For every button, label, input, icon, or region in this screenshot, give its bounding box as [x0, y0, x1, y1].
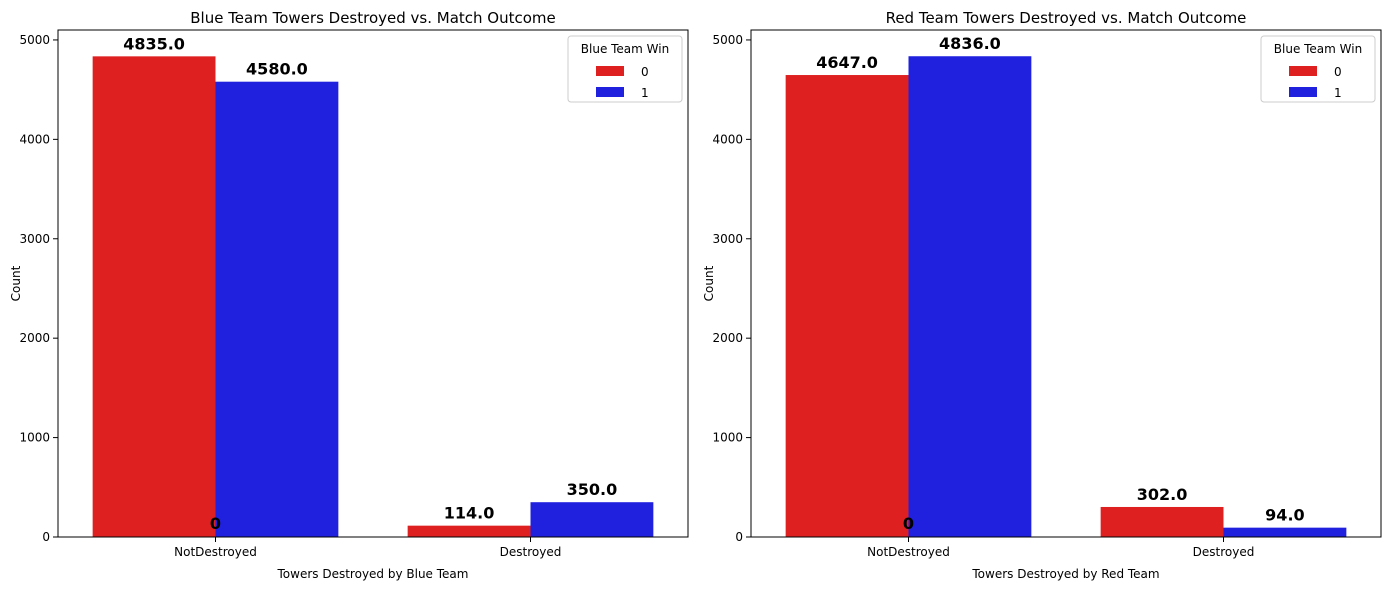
legend-swatch-1 — [596, 87, 624, 97]
data-label: 94.0 — [1265, 506, 1304, 525]
legend-swatch-0 — [1289, 66, 1317, 76]
bar-destroyed-series-1 — [530, 502, 654, 537]
bar-destroyed-series-0 — [407, 525, 531, 537]
legend-entry-label: 1 — [641, 86, 649, 100]
legend-title: Blue Team Win — [1274, 42, 1362, 56]
y-tick-label: 5000 — [712, 33, 743, 47]
y-tick-label: 0 — [42, 530, 50, 544]
chart-title: Blue Team Towers Destroyed vs. Match Out… — [190, 9, 556, 27]
legend-swatch-1 — [1289, 87, 1317, 97]
y-tick-label: 4000 — [712, 132, 743, 146]
y-tick-label: 1000 — [19, 431, 50, 445]
x-tick-label: Destroyed — [1193, 545, 1255, 559]
zero-annotation: 0 — [210, 514, 221, 533]
y-tick-label: 1000 — [712, 431, 743, 445]
y-tick-label: 0 — [735, 530, 743, 544]
axes-frame — [750, 29, 1382, 538]
y-tick-label: 4000 — [19, 132, 50, 146]
x-axis-label: Towers Destroyed by Blue Team — [277, 567, 469, 581]
data-label: 114.0 — [444, 504, 495, 523]
data-label: 302.0 — [1137, 485, 1188, 504]
chart-panel-2: 4647.0 4836.0 302.0 94.0 0 0 1000 2000 3000 4000 5… — [702, 9, 1382, 581]
legend-entry-label: 0 — [1334, 65, 1342, 79]
legend-box — [1260, 35, 1376, 103]
y-tick-label: 2000 — [19, 331, 50, 345]
bar-notdestroyed-series-0 — [785, 75, 909, 537]
y-tick-label: 5000 — [19, 33, 50, 47]
y-tick-label: 3000 — [712, 232, 743, 246]
legend-swatch-0 — [596, 66, 624, 76]
data-label: 4836.0 — [939, 34, 1001, 53]
legend-entry-label: 1 — [1334, 86, 1342, 100]
legend-entry-label: 0 — [641, 65, 649, 79]
bar-destroyed-series-1 — [1223, 527, 1347, 537]
axes-frame — [57, 29, 689, 538]
data-label: 4835.0 — [123, 34, 185, 53]
zero-annotation: 0 — [903, 514, 914, 533]
chart-title: Red Team Towers Destroyed vs. Match Outc… — [886, 9, 1247, 27]
bar-notdestroyed-series-0 — [92, 56, 216, 537]
legend-title: Blue Team Win — [581, 42, 669, 56]
data-label: 4647.0 — [816, 53, 878, 72]
bar-destroyed-series-0 — [1100, 506, 1224, 537]
legend-box — [567, 35, 683, 103]
x-axis-label: Towers Destroyed by Red Team — [971, 567, 1159, 581]
bar-notdestroyed-series-1 — [215, 81, 339, 537]
legend: Blue Team Win 0 1 — [1260, 35, 1376, 103]
y-axis-label: Count — [9, 265, 23, 301]
y-axis-label: Count — [702, 265, 716, 301]
data-label: 4580.0 — [246, 60, 308, 79]
x-tick-label: Destroyed — [500, 545, 562, 559]
chart-panel-1: 4835.0 4580.0 114.0 350.0 0 0 1000 2000 3000 4000… — [9, 9, 689, 581]
data-label: 350.0 — [567, 480, 618, 499]
y-tick-label: 2000 — [712, 331, 743, 345]
legend: Blue Team Win 0 1 — [567, 35, 683, 103]
x-tick-label: NotDestroyed — [867, 545, 950, 559]
bar-notdestroyed-series-1 — [908, 56, 1032, 538]
y-tick-label: 3000 — [19, 232, 50, 246]
x-tick-label: NotDestroyed — [174, 545, 257, 559]
